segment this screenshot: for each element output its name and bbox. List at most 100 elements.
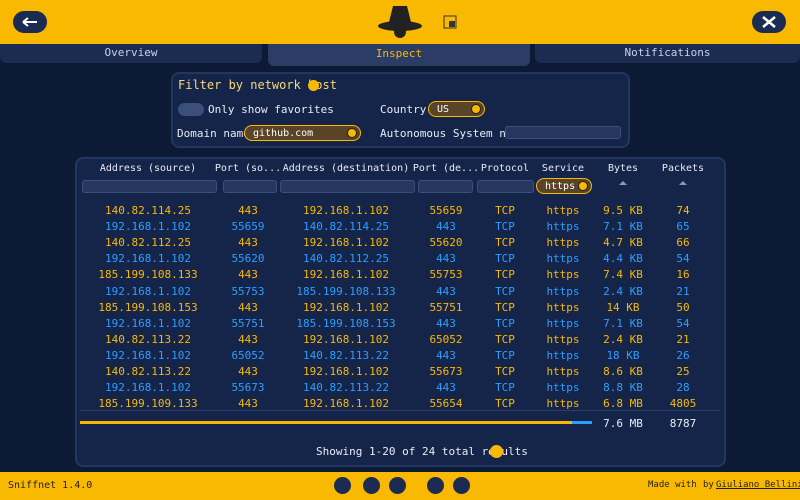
cell: 25 <box>676 365 690 378</box>
cell: 55751 <box>231 316 265 330</box>
cell: 21 <box>676 332 690 346</box>
traffic-out <box>572 421 592 424</box>
cell: 55654 <box>429 397 463 410</box>
cell: 14 KB <box>606 300 640 314</box>
cell: 50 <box>676 300 690 314</box>
column-header: Protocol <box>480 163 530 174</box>
cell: 140.82.112.25 <box>302 252 390 266</box>
label: Domain name: <box>177 127 257 140</box>
cell: 443 <box>436 220 456 234</box>
input-value: US <box>437 104 450 115</box>
cell: TCP <box>495 284 515 298</box>
cell: 140.82.112.25 <box>104 236 192 250</box>
cell: https <box>546 284 580 298</box>
column-filter[interactable] <box>223 180 277 193</box>
cell: TCP <box>495 204 515 217</box>
cell: 192.168.1.102 <box>302 397 390 410</box>
table-panel <box>75 157 726 467</box>
tab[interactable]: Overview <box>0 44 262 63</box>
cell: 55659 <box>429 204 463 217</box>
cell: 185.199.108.153 <box>98 300 198 314</box>
cell: 2.4 KB <box>603 284 643 298</box>
cell: TCP <box>495 348 515 362</box>
divider <box>80 410 720 411</box>
column-header: Address (source) <box>99 163 197 174</box>
cell: 140.82.113.22 <box>302 381 390 395</box>
cell: https <box>546 236 580 250</box>
cell: 74 <box>676 204 690 217</box>
cell: 26 <box>676 348 690 362</box>
label: Only show favorites <box>208 103 334 116</box>
as-input[interactable] <box>505 126 621 139</box>
settings-button[interactable] <box>752 11 786 33</box>
social-icon[interactable] <box>389 477 406 494</box>
cell: TCP <box>495 332 515 346</box>
domain-input[interactable]: github.com <box>244 125 361 141</box>
service-filter[interactable]: https <box>536 178 592 194</box>
cell: 55673 <box>429 365 463 378</box>
cell: 192.168.1.102 <box>104 316 192 330</box>
toggle[interactable] <box>178 103 204 116</box>
cell: 55659 <box>231 220 265 234</box>
column-filter[interactable] <box>418 180 473 193</box>
cell: 192.168.1.102 <box>104 252 192 266</box>
cell: 4.4 KB <box>603 252 643 266</box>
cell: 8.8 KB <box>603 381 643 395</box>
cell: 16 <box>676 268 690 282</box>
cell: 65052 <box>429 332 463 346</box>
clear-button[interactable] <box>308 80 319 91</box>
cell: 443 <box>238 268 258 282</box>
cell: https <box>546 365 580 378</box>
column-header: Bytes <box>607 163 639 174</box>
cell: 192.168.1.102 <box>302 300 390 314</box>
label: Country: <box>380 103 433 116</box>
column-filter[interactable] <box>280 180 415 193</box>
cell: 185.199.108.133 <box>296 284 396 298</box>
input-value: https <box>545 181 576 192</box>
cell: TCP <box>495 300 515 314</box>
sort-button[interactable] <box>619 181 627 185</box>
thumbnail-button[interactable] <box>443 15 457 29</box>
cell: 443 <box>238 236 258 250</box>
country-input[interactable]: US <box>428 101 485 117</box>
cell: 443 <box>238 300 258 314</box>
cell: TCP <box>495 236 515 250</box>
sort-button[interactable] <box>679 181 687 185</box>
tab[interactable]: Notifications <box>535 44 800 63</box>
version: Sniffnet 1.4.0 <box>8 480 93 491</box>
cell: 4805 <box>669 397 697 410</box>
cell: 192.168.1.102 <box>104 220 192 234</box>
cell: 192.168.1.102 <box>302 268 390 282</box>
cell: 55753 <box>429 268 463 282</box>
social-icon[interactable] <box>427 477 444 494</box>
column-filter[interactable] <box>477 180 534 193</box>
social-icon[interactable] <box>453 477 470 494</box>
cell: 443 <box>436 381 456 395</box>
column-header: Packets <box>661 163 705 174</box>
social-icon[interactable] <box>334 477 351 494</box>
next-page[interactable] <box>490 445 503 458</box>
tab-active[interactable]: Inspect <box>268 44 530 66</box>
cell: https <box>546 268 580 282</box>
cell: 4.7 KB <box>603 236 643 250</box>
social-icon[interactable] <box>363 477 380 494</box>
cell: 185.199.108.153 <box>296 316 396 330</box>
column-filter[interactable] <box>82 180 217 193</box>
cell: 443 <box>436 316 456 330</box>
cell: 55620 <box>429 236 463 250</box>
cell: 443 <box>238 332 258 346</box>
table-body: 140.82.114.25 443 192.168.1.102 55659 TCP htt… <box>76 200 723 410</box>
total-packets: 8787 <box>669 417 697 430</box>
cell: 54 <box>676 316 690 330</box>
cell: https <box>546 220 580 234</box>
cell: 192.168.1.102 <box>302 236 390 250</box>
cell: https <box>546 397 580 410</box>
cell: 65 <box>676 220 690 234</box>
author-link[interactable]: Giuliano Bellini <box>716 480 800 490</box>
cell: 140.82.113.22 <box>104 332 192 346</box>
cell: 54 <box>676 252 690 266</box>
cell: TCP <box>495 252 515 266</box>
back-button[interactable] <box>13 11 47 33</box>
column-header: Port (de... <box>412 163 480 174</box>
cell: 9.5 KB <box>603 204 643 217</box>
